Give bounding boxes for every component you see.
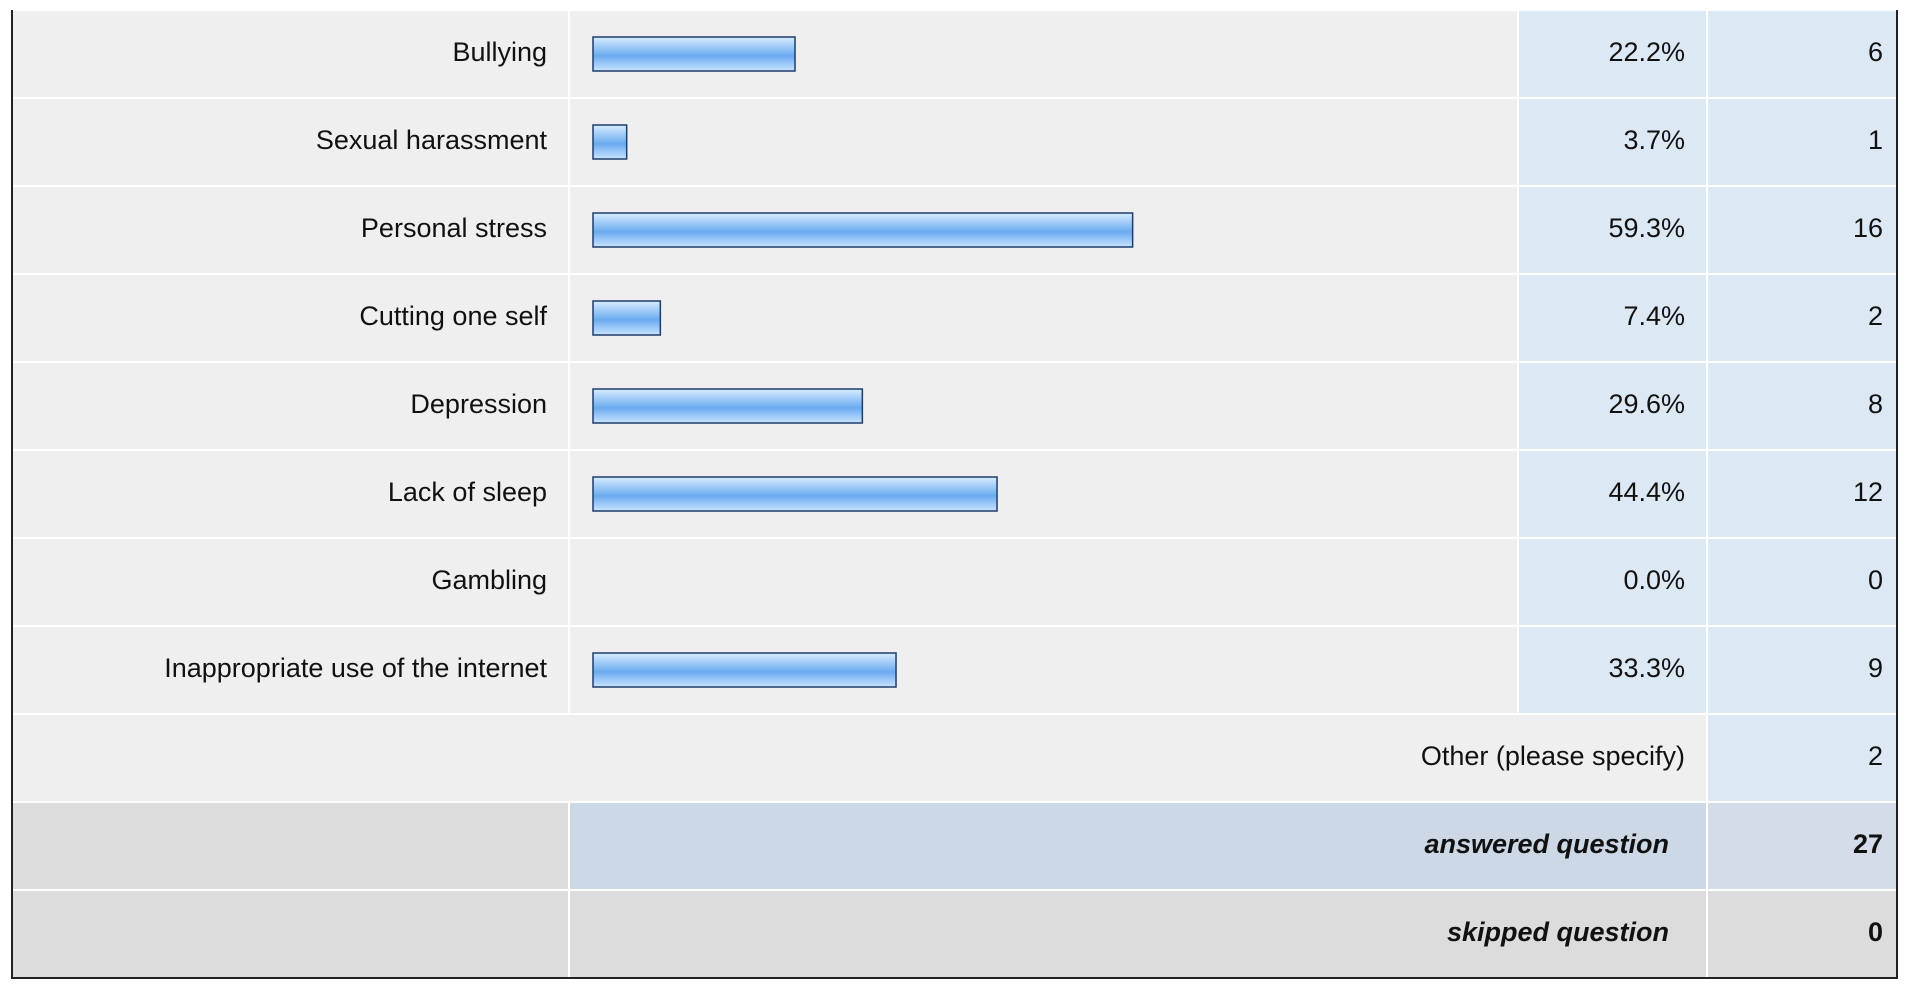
cell <box>568 97 1519 187</box>
count-label: 8 <box>1868 389 1883 419</box>
bar <box>592 300 662 336</box>
cell <box>11 537 570 627</box>
cell <box>568 537 1519 627</box>
cell <box>1517 97 1708 187</box>
summary-label: skipped question <box>1447 917 1669 947</box>
cell <box>11 97 570 187</box>
cell <box>1517 449 1708 539</box>
cell <box>1517 625 1708 715</box>
percent-label: 7.4% <box>1623 301 1685 331</box>
percent-label: 33.3% <box>1608 653 1685 683</box>
answer-label: Personal stress <box>361 213 547 243</box>
bar <box>592 36 796 72</box>
count-label: 1 <box>1868 125 1883 155</box>
percent-label: 59.3% <box>1608 213 1685 243</box>
cell <box>1706 449 1898 539</box>
answer-label: Bullying <box>452 37 547 67</box>
bar <box>592 212 1134 248</box>
percent-label: 29.6% <box>1608 389 1685 419</box>
percent-label: 22.2% <box>1608 37 1685 67</box>
answer-label: Lack of sleep <box>388 477 547 507</box>
count-label: 6 <box>1868 37 1883 67</box>
cell <box>1706 361 1898 451</box>
answer-label: Sexual harassment <box>316 125 548 155</box>
summary-count: 27 <box>1853 829 1883 859</box>
bar <box>592 652 897 688</box>
cell <box>11 889 570 979</box>
percent-label: 44.4% <box>1608 477 1685 507</box>
summary-label: answered question <box>1424 829 1669 859</box>
count-label: 0 <box>1868 565 1883 595</box>
cell <box>1706 273 1898 363</box>
count-label: 12 <box>1853 477 1883 507</box>
summary-count: 0 <box>1868 917 1883 947</box>
count-label: 16 <box>1853 213 1883 243</box>
cell <box>1706 713 1898 803</box>
cell <box>11 9 570 99</box>
cell <box>11 801 570 891</box>
answer-label: Inappropriate use of the internet <box>164 653 547 683</box>
cell <box>568 273 1519 363</box>
cell <box>1706 537 1898 627</box>
cell <box>1517 185 1708 275</box>
summary-label: Other (please specify) <box>1421 741 1685 771</box>
cell <box>11 449 570 539</box>
bar <box>592 124 628 160</box>
count-label: 9 <box>1868 653 1883 683</box>
cell <box>1706 625 1898 715</box>
answer-label: Depression <box>410 389 547 419</box>
bar <box>592 476 998 512</box>
count-label: 2 <box>1868 301 1883 331</box>
answer-label: Gambling <box>431 565 547 595</box>
cell <box>1517 9 1708 99</box>
answer-label: Cutting one self <box>359 301 547 331</box>
table-border <box>11 10 1898 979</box>
summary-count: 2 <box>1868 741 1883 771</box>
cell <box>11 273 570 363</box>
bar <box>592 388 864 424</box>
percent-label: 0.0% <box>1623 565 1685 595</box>
cell <box>1517 361 1708 451</box>
percent-label: 3.7% <box>1623 125 1685 155</box>
